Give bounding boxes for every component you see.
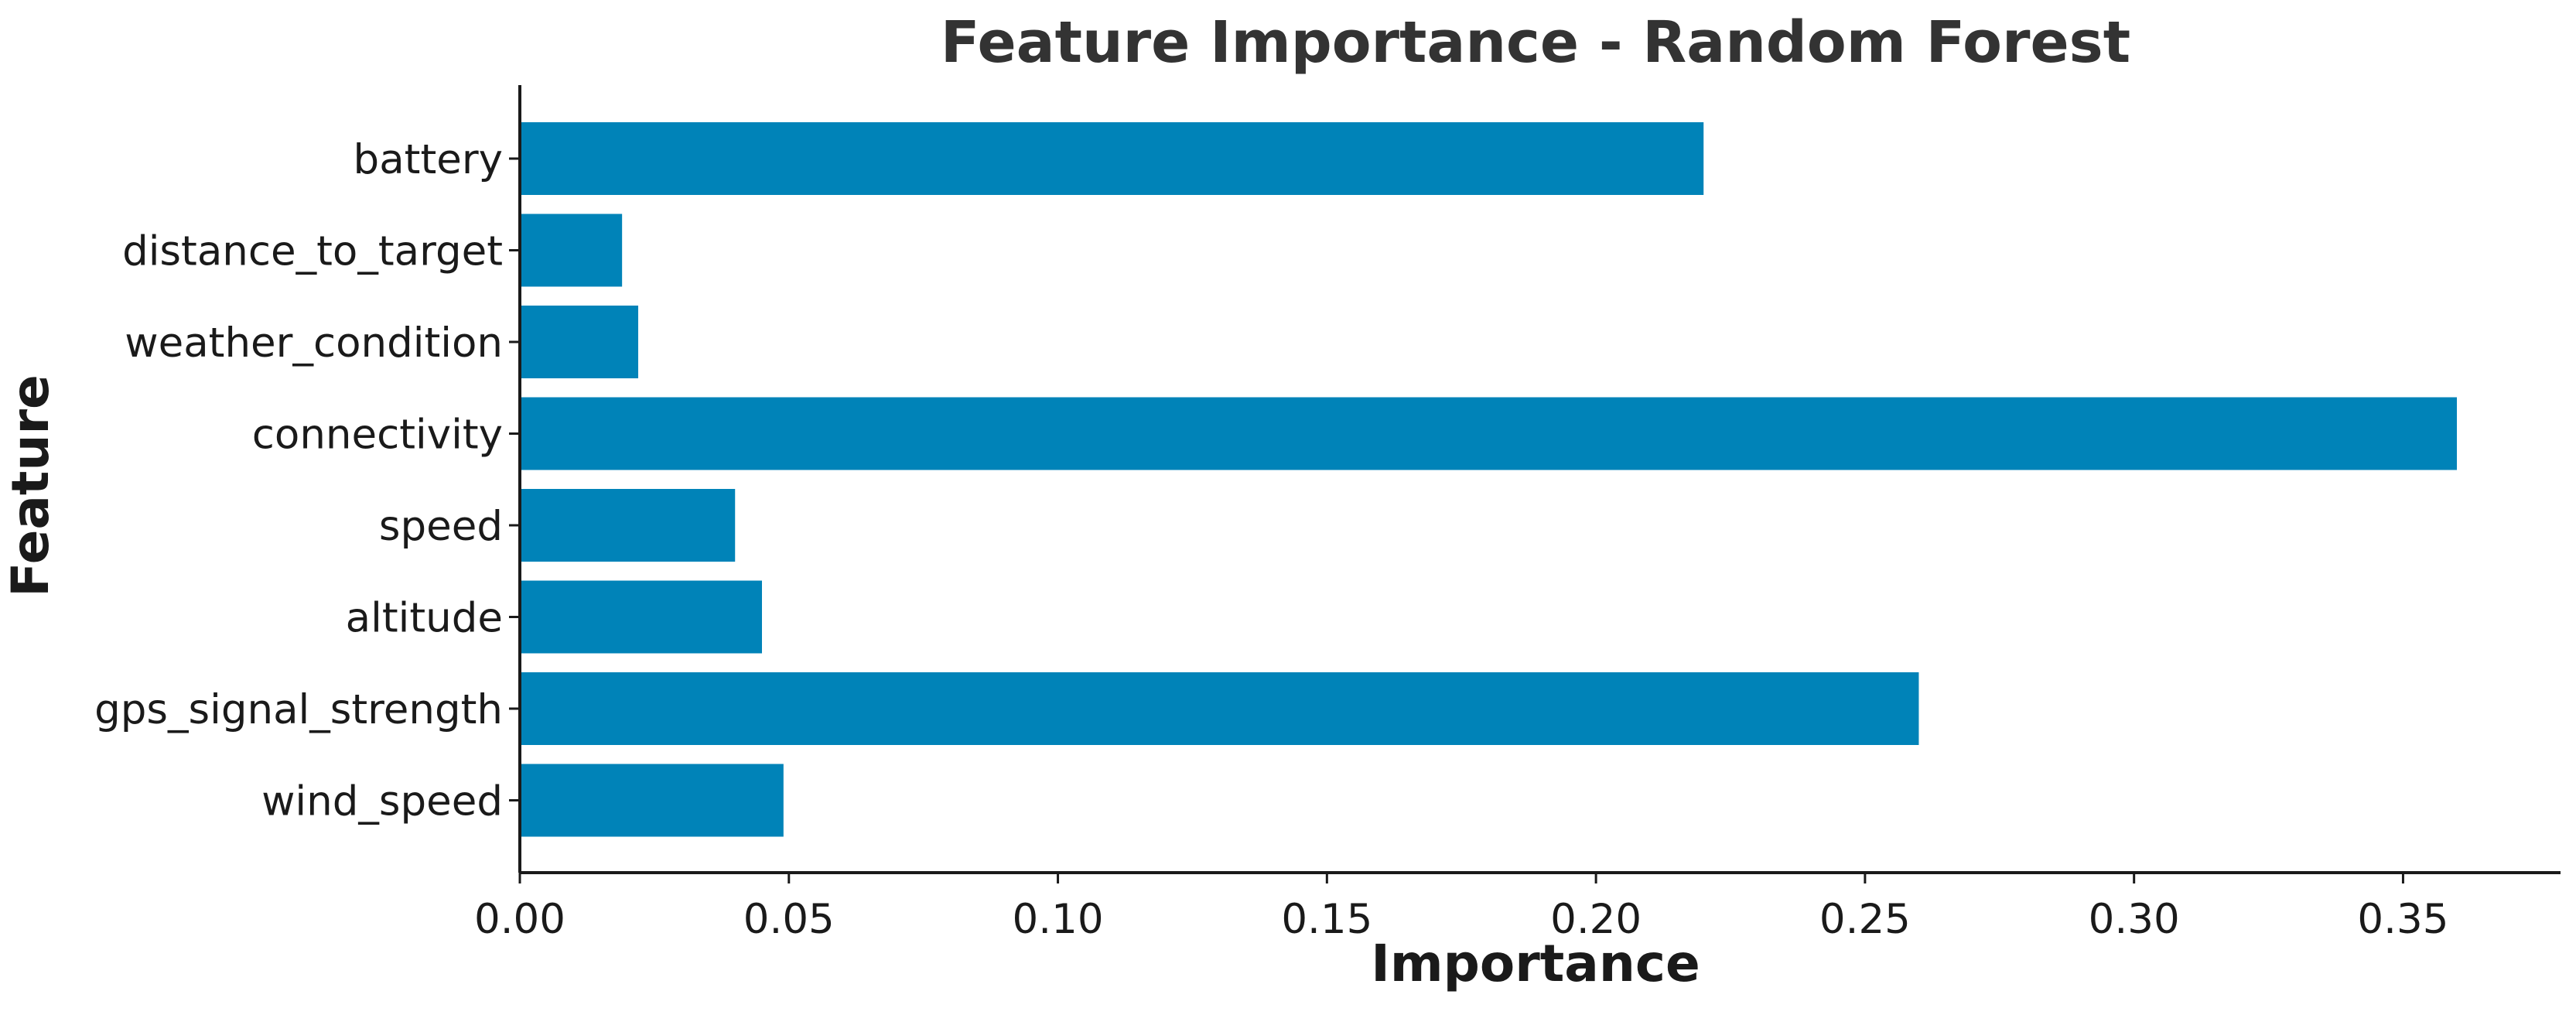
x-tick-label: 0.20 [1550,896,1642,943]
y-tick-label: wind_speed [261,778,503,825]
bar-gps_signal_strength [520,672,1919,745]
y-tick-label: battery [354,136,503,183]
y-tick-label: gps_signal_strength [94,686,503,733]
x-tick-label: 0.10 [1013,896,1104,943]
bar-distance_to_target [520,214,623,287]
bars-group [520,122,2457,837]
y-tick-label: speed [379,503,503,550]
x-tick-label: 0.25 [1819,896,1911,943]
x-tick-label: 0.15 [1281,896,1372,943]
y-tick-label: connectivity [252,412,503,459]
bar-weather_condition [520,306,639,378]
bar-battery [520,122,1704,195]
x-tick-label: 0.30 [2089,896,2180,943]
y-tick-label: altitude [346,595,503,642]
x-tick-label: 0.00 [474,896,565,943]
bar-altitude [520,580,762,654]
bar-speed [520,489,736,562]
x-tick-label: 0.35 [2357,896,2448,943]
y-tick-labels: battery distance_to_target weather_conditi… [94,136,520,825]
bar-connectivity [520,397,2457,470]
x-tick-label: 0.05 [743,896,835,943]
x-tick-labels: 0.00 0.05 0.10 0.15 0.20 0.25 0.30 0.35 [474,873,2448,943]
y-axis-label: Feature [1,374,60,597]
x-axis-label: Importance [1371,934,1700,993]
bar-wind_speed [520,764,784,837]
chart-title: Feature Importance - Random Forest [941,9,2130,76]
y-tick-label: weather_condition [125,320,503,367]
y-tick-label: distance_to_target [122,228,503,275]
